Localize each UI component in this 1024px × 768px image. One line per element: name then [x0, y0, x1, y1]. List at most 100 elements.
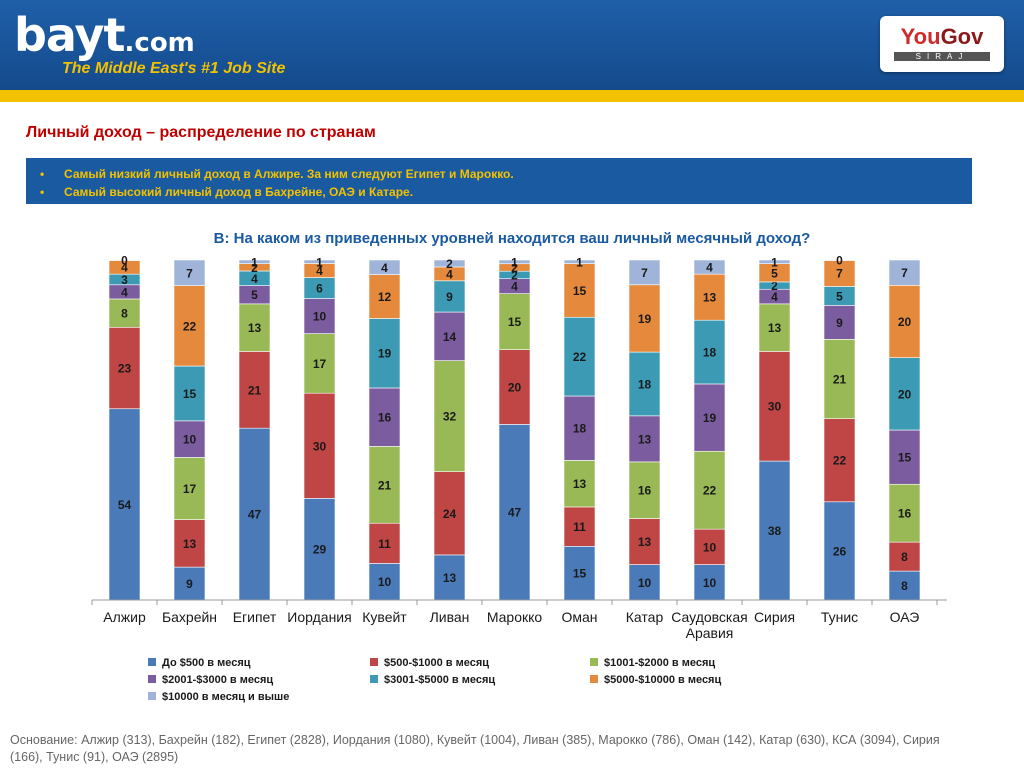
bar-segment	[823, 259, 856, 261]
data-label: 4	[316, 264, 323, 278]
data-label: 18	[573, 422, 587, 436]
data-label: 4	[381, 261, 388, 275]
data-label: 20	[898, 387, 912, 401]
data-label: 11	[378, 537, 391, 551]
data-label: 15	[573, 284, 587, 298]
summary-bullet-1: • Самый низкий личный доход в Алжире. За …	[40, 167, 514, 181]
category-label: Тунис	[821, 609, 858, 625]
data-label: 16	[378, 411, 392, 425]
bar-segment	[303, 498, 336, 601]
yougov-name-a: You	[900, 24, 941, 49]
bar-segment	[368, 387, 401, 447]
bar-segment	[888, 259, 921, 286]
data-label: 38	[768, 524, 782, 538]
data-label: 7	[186, 266, 193, 280]
bar-segment	[108, 408, 141, 601]
summary-bullet-text: Самый низкий личный доход в Алжире. За н…	[64, 167, 514, 181]
bar-segment	[693, 273, 726, 321]
data-label: 5	[251, 288, 258, 302]
bar-segment	[173, 259, 206, 286]
data-label: 47	[508, 506, 522, 520]
bar-segment	[173, 566, 206, 601]
bar-segment	[628, 461, 661, 519]
legend-label: $500-$1000 в месяц	[384, 657, 489, 669]
bar-segment	[758, 259, 791, 264]
survey-question: В: На каком из приведенных уровней наход…	[213, 230, 811, 247]
bar-segment	[693, 450, 726, 530]
data-label: 14	[443, 330, 457, 344]
bar-segment	[693, 259, 726, 275]
data-label: 18	[638, 377, 652, 391]
data-label: 9	[446, 290, 453, 304]
bar-segment	[368, 563, 401, 601]
category-label: Алжир	[103, 609, 146, 625]
bar-segment	[823, 259, 856, 287]
data-label: 10	[313, 310, 327, 324]
data-label: 6	[316, 282, 323, 296]
bar-segment	[173, 519, 206, 568]
legend-swatch	[148, 658, 156, 666]
legend-swatch	[590, 675, 598, 683]
data-label: 11	[573, 520, 586, 534]
summary-box: • Самый низкий личный доход в Алжире. За …	[26, 158, 972, 204]
data-label: 30	[768, 400, 782, 414]
bar-segment	[888, 541, 921, 572]
data-label: 22	[183, 319, 197, 333]
data-label: 20	[898, 315, 912, 329]
data-label: 4	[511, 280, 518, 294]
legend-label: До $500 в месяц	[162, 657, 251, 669]
legend-label: $10000 в месяц и выше	[162, 691, 289, 703]
stacked-bar-chart: 5423843409131710152274721135421293017106…	[91, 254, 947, 703]
bar-segment	[888, 429, 921, 485]
category-label: Саудовская	[671, 609, 747, 625]
data-label: 21	[833, 373, 847, 387]
category-label: Ливан	[430, 609, 470, 625]
bar-segment	[303, 259, 336, 264]
bar-segment	[823, 501, 856, 601]
category-label: Кувейт	[362, 609, 407, 625]
data-label: 16	[638, 484, 652, 498]
bar-segment	[108, 326, 141, 410]
bar-segment	[563, 506, 596, 547]
data-label: 15	[508, 315, 522, 329]
bar-segment	[238, 259, 271, 264]
summary-bullet-text: Самый высокий личный доход в Бахрейне, О…	[64, 185, 414, 199]
data-label: 2	[511, 268, 518, 282]
legend-label: $5000-$10000 в месяц	[604, 674, 721, 686]
data-label: 1	[771, 255, 778, 269]
data-label: 18	[703, 346, 717, 360]
bar-segment	[303, 298, 336, 334]
data-label: 13	[638, 432, 652, 446]
header-banner: bayt.com The Middle East's #1 Job Site Y…	[0, 0, 1024, 90]
bar-segment	[498, 349, 531, 425]
bar-segment	[433, 360, 466, 472]
bar-segment	[888, 483, 921, 543]
bayt-logo[interactable]: bayt.com	[14, 8, 195, 62]
bar-segment	[368, 259, 401, 275]
bar-segment	[238, 427, 271, 601]
bar-segment	[758, 351, 791, 462]
bar-segment	[823, 339, 856, 419]
data-label: 4	[706, 261, 713, 275]
legend-swatch	[148, 675, 156, 683]
data-label: 29	[313, 543, 327, 557]
category-label: Марокко	[487, 609, 543, 625]
data-label: 22	[573, 350, 587, 364]
bar-segment	[628, 259, 661, 286]
data-label: 17	[313, 357, 327, 371]
header-stripe	[0, 90, 1024, 102]
bar-segment	[693, 564, 726, 601]
logo-text: bayt	[14, 8, 126, 62]
data-label: 4	[121, 261, 128, 275]
data-label: 0	[836, 254, 843, 268]
chart-panel: 54 23 8 4 3 4 0 9 13 17 10 15 22 7 47 21 13 5 4 2 1 29 30 17 10 6…	[80, 248, 950, 726]
data-label: 10	[703, 576, 717, 590]
data-label: 10	[378, 575, 392, 589]
data-label: 20	[508, 381, 522, 395]
bar-segment	[563, 259, 596, 264]
data-label: 24	[443, 507, 457, 521]
logo-tagline: The Middle East's #1 Job Site	[62, 60, 286, 77]
bar-segment	[628, 351, 661, 417]
bar-segment	[498, 293, 531, 350]
bar-segment	[563, 316, 596, 397]
